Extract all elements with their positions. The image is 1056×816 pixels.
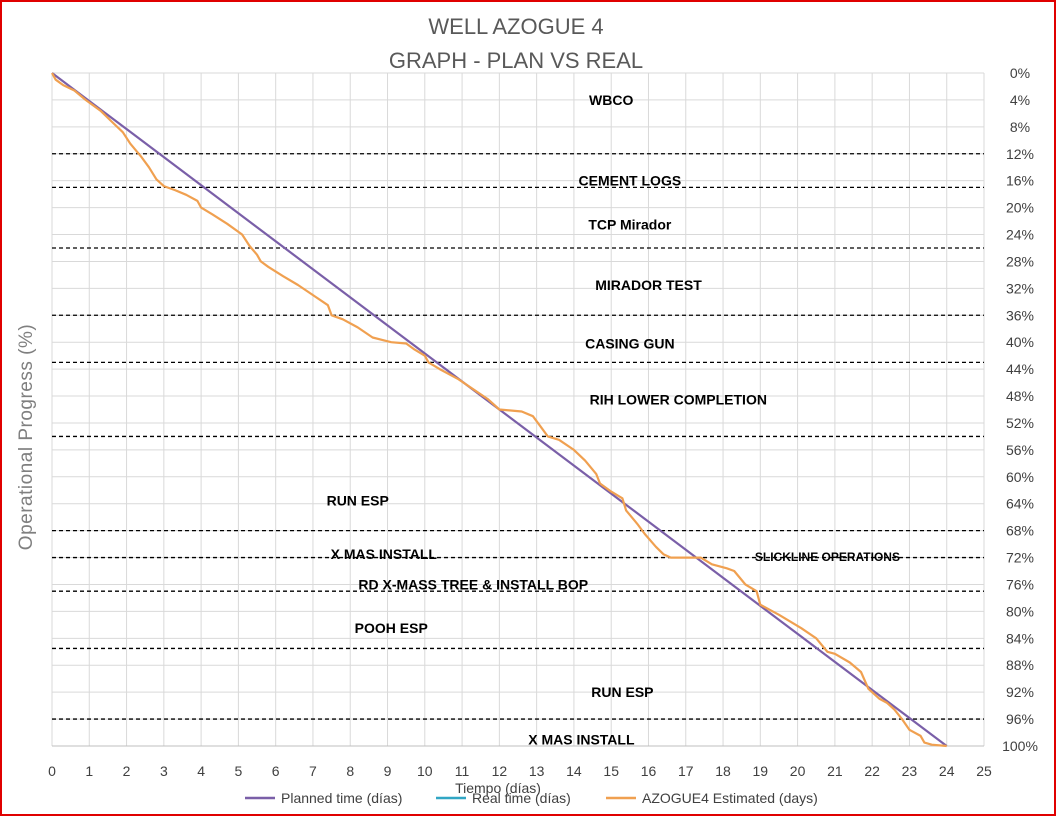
phase-label: TCP Mirador xyxy=(588,216,672,232)
chart-title: WELL AZOGUE 4 xyxy=(428,14,603,39)
phase-label: POOH ESP xyxy=(355,620,428,636)
phase-label: WBCO xyxy=(589,92,633,108)
x-tick-label: 22 xyxy=(864,763,880,779)
y-tick-label: 100% xyxy=(1002,738,1038,754)
phase-label: RIH LOWER COMPLETION xyxy=(590,391,767,407)
x-tick-label: 14 xyxy=(566,763,582,779)
x-tick-label: 23 xyxy=(902,763,918,779)
phase-label: RD X-MASS TREE & INSTALL BOP xyxy=(358,576,588,592)
x-tick-label: 20 xyxy=(790,763,806,779)
x-tick-label: 21 xyxy=(827,763,843,779)
chart-subtitle: GRAPH - PLAN VS REAL xyxy=(389,48,643,73)
x-tick-label: 0 xyxy=(48,763,56,779)
legend-entry: Planned time (días) xyxy=(281,790,402,806)
y-tick-label: 76% xyxy=(1006,576,1034,592)
y-tick-label: 68% xyxy=(1006,523,1034,539)
y-tick-label: 44% xyxy=(1006,361,1034,377)
x-tick-label: 6 xyxy=(272,763,280,779)
phase-label: X MAS INSTALL xyxy=(331,546,438,562)
phase-label: SLICKLINE OPERATIONS xyxy=(755,550,900,564)
y-tick-label: 32% xyxy=(1006,280,1034,296)
y-tick-label: 0% xyxy=(1010,65,1030,81)
y-tick-label: 4% xyxy=(1010,92,1030,108)
phase-label: X MAS INSTALL xyxy=(528,731,635,747)
y-tick-label: 84% xyxy=(1006,630,1034,646)
x-tick-label: 10 xyxy=(417,763,433,779)
x-tick-label: 9 xyxy=(384,763,392,779)
phase-labels: WBCO CEMENT LOGS TCP Mirador MIRADOR TEST CA… xyxy=(327,92,900,747)
x-tick-label: 19 xyxy=(753,763,769,779)
legend: Planned time (días) Real time (días) AZOGU… xyxy=(245,790,818,806)
x-axis-label: Tiempo (días) xyxy=(455,780,541,796)
grid-lines xyxy=(51,72,985,747)
x-tick-label: 17 xyxy=(678,763,694,779)
x-tick-label: 15 xyxy=(603,763,619,779)
phase-boundaries xyxy=(52,153,984,720)
y-tick-label: 80% xyxy=(1006,603,1034,619)
y-tick-label: 28% xyxy=(1006,253,1034,269)
x-tick-label: 2 xyxy=(123,763,131,779)
x-tick-label: 11 xyxy=(455,763,470,779)
series-lines xyxy=(51,72,948,748)
y-tick-label: 36% xyxy=(1006,307,1034,323)
series-line-2 xyxy=(51,72,947,748)
phase-label: CEMENT LOGS xyxy=(579,173,682,189)
x-tick-label: 5 xyxy=(235,763,243,779)
y-tick-label: 52% xyxy=(1006,415,1034,431)
x-tick-label: 12 xyxy=(492,763,508,779)
x-tick-labels: 0 1 2 3 4 5 6 7 8 9 10 11 12 13 14 15 16 17 18 19 20 21 22 23 24… xyxy=(48,763,992,779)
y-tick-label: 96% xyxy=(1006,711,1034,727)
y-tick-label: 92% xyxy=(1006,684,1034,700)
x-tick-label: 25 xyxy=(976,763,992,779)
y-tick-label: 60% xyxy=(1006,469,1034,485)
phase-label: RUN ESP xyxy=(327,492,389,508)
y-tick-label: 16% xyxy=(1006,173,1034,189)
y-tick-label: 64% xyxy=(1006,496,1034,512)
legend-entry: Real time (días) xyxy=(472,790,571,806)
y-tick-label: 56% xyxy=(1006,442,1034,458)
y-tick-label: 72% xyxy=(1006,550,1034,566)
y-tick-label: 88% xyxy=(1006,657,1034,673)
y-axis-label: Operational Progress (%) xyxy=(16,324,37,550)
phase-label: CASING GUN xyxy=(585,336,674,352)
x-tick-label: 4 xyxy=(197,763,205,779)
x-tick-label: 1 xyxy=(85,763,93,779)
x-tick-label: 24 xyxy=(939,763,955,779)
y-tick-label: 12% xyxy=(1006,146,1034,162)
y-tick-label: 40% xyxy=(1006,334,1034,350)
phase-label: RUN ESP xyxy=(591,684,653,700)
x-tick-label: 13 xyxy=(529,763,545,779)
y-tick-label: 8% xyxy=(1010,119,1030,135)
y-tick-label: 20% xyxy=(1006,200,1034,216)
x-tick-label: 7 xyxy=(309,763,317,779)
legend-entry: AZOGUE4 Estimated (days) xyxy=(642,790,818,806)
y-tick-labels: 0% 4% 8% 12% 16% 20% 24% 28% 32% 36% 40% 44% 48% 52% 5… xyxy=(1002,65,1038,754)
x-tick-label: 18 xyxy=(715,763,731,779)
x-tick-label: 16 xyxy=(641,763,657,779)
y-tick-label: 48% xyxy=(1006,388,1034,404)
y-tick-label: 24% xyxy=(1006,227,1034,243)
x-tick-label: 8 xyxy=(346,763,354,779)
x-tick-label: 3 xyxy=(160,763,168,779)
phase-label: MIRADOR TEST xyxy=(595,277,702,293)
